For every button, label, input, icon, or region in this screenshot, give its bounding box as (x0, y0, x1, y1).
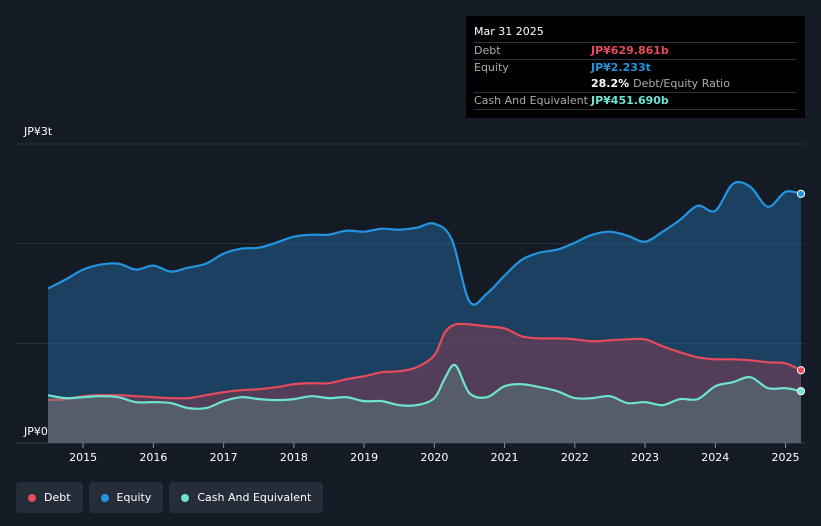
equity-end-marker (796, 189, 806, 198)
x-tick-label-2022: 2022 (561, 451, 589, 464)
y-axis: JP¥0 JP¥3t (23, 125, 53, 438)
equity-dot-icon (100, 493, 109, 502)
debt-area (48, 323, 801, 443)
equity-area (48, 182, 801, 444)
end-markers (796, 189, 806, 396)
legend-cash[interactable]: Cash And Equivalent (169, 482, 324, 513)
tooltip-panel: Mar 31 2025 Debt JP¥629.861b Equity JP¥2… (466, 16, 805, 118)
x-tick-label-2017: 2017 (210, 451, 238, 464)
tooltip-debt-value: JP¥629.861b (591, 44, 669, 57)
legend-debt-label: Debt (44, 491, 71, 504)
x-tick-label-2015: 2015 (69, 451, 97, 464)
tooltip-debt-label: Debt (474, 44, 501, 57)
y-tick-label-0: JP¥0 (23, 425, 48, 438)
debt-end-marker (796, 366, 806, 375)
y-tick-label-3t: JP¥3t (23, 125, 53, 138)
cash-end-marker (796, 387, 806, 396)
tooltip-cash-row: Cash And Equivalent JP¥451.690b (474, 92, 797, 110)
tooltip-equity-row: Equity JP¥2.233t (474, 59, 797, 76)
x-tick-label-2018: 2018 (280, 451, 308, 464)
tooltip-equity-value: JP¥2.233t (591, 61, 651, 74)
tooltip-ratio-spacer (474, 76, 591, 92)
tooltip-ratio-label: Debt/Equity Ratio (633, 77, 730, 90)
tooltip-equity-label: Equity (474, 61, 509, 74)
legend-equity[interactable]: Equity (88, 482, 164, 513)
debt-line (47, 322, 802, 402)
x-tick-label-2023: 2023 (631, 451, 659, 464)
x-tick-label-2024: 2024 (701, 451, 729, 464)
tooltip-cash-label: Cash And Equivalent (474, 94, 588, 107)
legend-debt[interactable]: Debt (16, 482, 83, 513)
tooltip-ratio-row: 28.2% Debt/Equity Ratio (474, 76, 797, 92)
grid-lines (16, 143, 805, 444)
x-tick-label-2016: 2016 (139, 451, 167, 464)
x-tick-label-2021: 2021 (491, 451, 519, 464)
chart-legend: Debt Equity Cash And Equivalent (16, 482, 324, 513)
equity-line (47, 180, 802, 306)
x-tick-label-2020: 2020 (420, 451, 448, 464)
tooltip-ratio: 28.2% Debt/Equity Ratio (591, 76, 730, 92)
cash-dot-icon (181, 493, 190, 502)
chart-series (47, 180, 802, 444)
tooltip-debt-row: Debt JP¥629.861b (474, 42, 797, 59)
cash-line (47, 363, 802, 410)
tooltip-date: Mar 31 2025 (474, 25, 544, 38)
tooltip-cash-value: JP¥451.690b (591, 94, 669, 107)
x-tick-label-2025: 2025 (772, 451, 800, 464)
legend-equity-label: Equity (116, 491, 152, 504)
debt-dot-icon (28, 493, 36, 502)
tooltip-ratio-value: 28.2% (591, 77, 630, 90)
x-tick-label-2019: 2019 (350, 451, 378, 464)
x-axis: 2015 2016 2017 2018 2019 2020 2021 2022 2023 2024… (69, 443, 800, 464)
legend-cash-label: Cash And Equivalent (197, 491, 312, 504)
